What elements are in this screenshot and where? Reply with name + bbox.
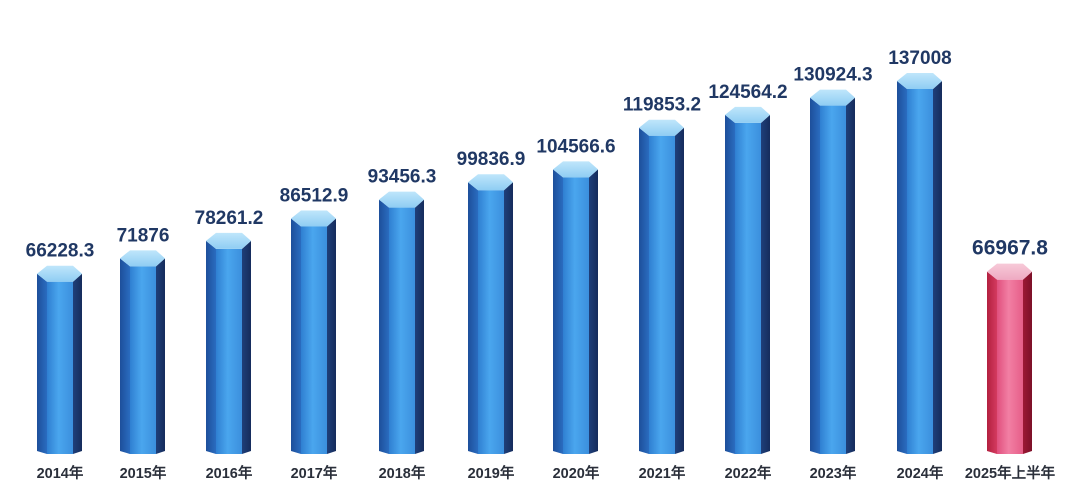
value-label: 71876 (117, 225, 170, 246)
category-label: 2022年 (725, 464, 772, 482)
bar-left-face (37, 273, 47, 454)
category-label: 2015年 (120, 464, 167, 482)
bar-top-cap (553, 161, 598, 178)
value-label: 124564.2 (708, 82, 787, 103)
bar-top-cap (120, 250, 165, 267)
bar-left-face (810, 97, 820, 454)
category-label: 2014年 (37, 464, 84, 482)
bar-front-face (47, 281, 73, 454)
bar-right-face (327, 218, 336, 454)
bar-left-face (639, 127, 649, 455)
bar-right-face (156, 258, 165, 454)
bar-3 (206, 232, 251, 454)
bar-left-face (553, 169, 563, 455)
bar-top-cap (206, 232, 251, 249)
bar-front-face (735, 122, 761, 454)
bar-front-face (907, 89, 933, 454)
bar-left-face (291, 218, 301, 454)
bar-left-face (206, 240, 216, 454)
bar-top-cap (379, 191, 424, 208)
bar-top-cap (37, 265, 82, 282)
category-label: 2024年 (897, 464, 944, 482)
bar-right-face (242, 240, 251, 454)
value-labels-group: 66228.3 71876 78261.2 86512.9 93456.3 99836.9… (26, 48, 1049, 262)
bar-top-cap (897, 73, 942, 89)
value-label: 130924.3 (793, 65, 872, 86)
bar-12 (987, 263, 1032, 454)
category-label: 2017年 (291, 464, 338, 482)
bar-front-face (997, 279, 1023, 454)
category-label: 2016年 (206, 464, 253, 482)
bar-top-cap (468, 174, 513, 191)
bar-front-face (216, 248, 242, 454)
bar-right-face (415, 199, 424, 454)
bar-left-face (987, 271, 997, 454)
bar-left-face (120, 258, 130, 454)
category-labels-group: 2014年 2015年 2016年 2017年 2018年 2019年 2020年 2021年… (37, 464, 1056, 482)
value-label: 137008 (888, 48, 951, 69)
value-label: 78261.2 (195, 208, 264, 229)
bar-4 (291, 210, 336, 454)
bar-top-cap (725, 106, 770, 123)
bar-top-cap (639, 119, 684, 136)
bars-group (37, 73, 1032, 455)
bar-front-face (563, 177, 589, 455)
bar-top-cap (291, 210, 336, 227)
bar-front-face (389, 207, 415, 454)
bar-right-face (846, 97, 855, 454)
bar-10 (810, 89, 855, 454)
bar-right-face (504, 182, 513, 455)
bar-right-face (933, 81, 942, 454)
bar-front-face (130, 266, 156, 454)
bar-right-face (675, 127, 684, 455)
bar-front-face (478, 190, 504, 455)
bar-front-face (649, 135, 675, 454)
bar-top-cap (810, 89, 855, 106)
bar-7 (553, 161, 598, 455)
bar-right-face (589, 169, 598, 455)
bar-9 (725, 106, 770, 454)
category-label: 2018年 (379, 464, 426, 482)
value-label: 119853.2 (623, 95, 701, 116)
value-label: 104566.6 (536, 136, 615, 157)
category-label: 2023年 (810, 464, 857, 482)
bar-left-face (725, 114, 735, 454)
bar-top-cap (987, 263, 1032, 280)
bar-left-face (468, 182, 478, 455)
bar-left-face (897, 81, 907, 454)
category-label: 2019年 (468, 464, 515, 482)
value-label: 93456.3 (368, 167, 437, 188)
value-label: 86512.9 (280, 185, 349, 206)
value-label: 99836.9 (457, 149, 526, 170)
value-label: 66967.8 (972, 237, 1048, 260)
bar-right-face (761, 114, 770, 454)
bar-left-face (379, 199, 389, 454)
bar-right-face (1023, 271, 1032, 454)
bar-front-face (820, 105, 846, 454)
bar-11 (897, 73, 942, 454)
bar-front-face (301, 226, 327, 454)
bar-6 (468, 174, 513, 455)
bar-right-face (73, 273, 82, 454)
bar-8 (639, 119, 684, 455)
bar-1 (37, 265, 82, 454)
category-label: 2021年 (639, 464, 686, 482)
category-label: 2020年 (553, 464, 600, 482)
value-label: 66228.3 (26, 241, 95, 262)
bar-5 (379, 191, 424, 454)
bar-2 (120, 250, 165, 454)
category-label: 2025年上半年 (965, 464, 1056, 482)
